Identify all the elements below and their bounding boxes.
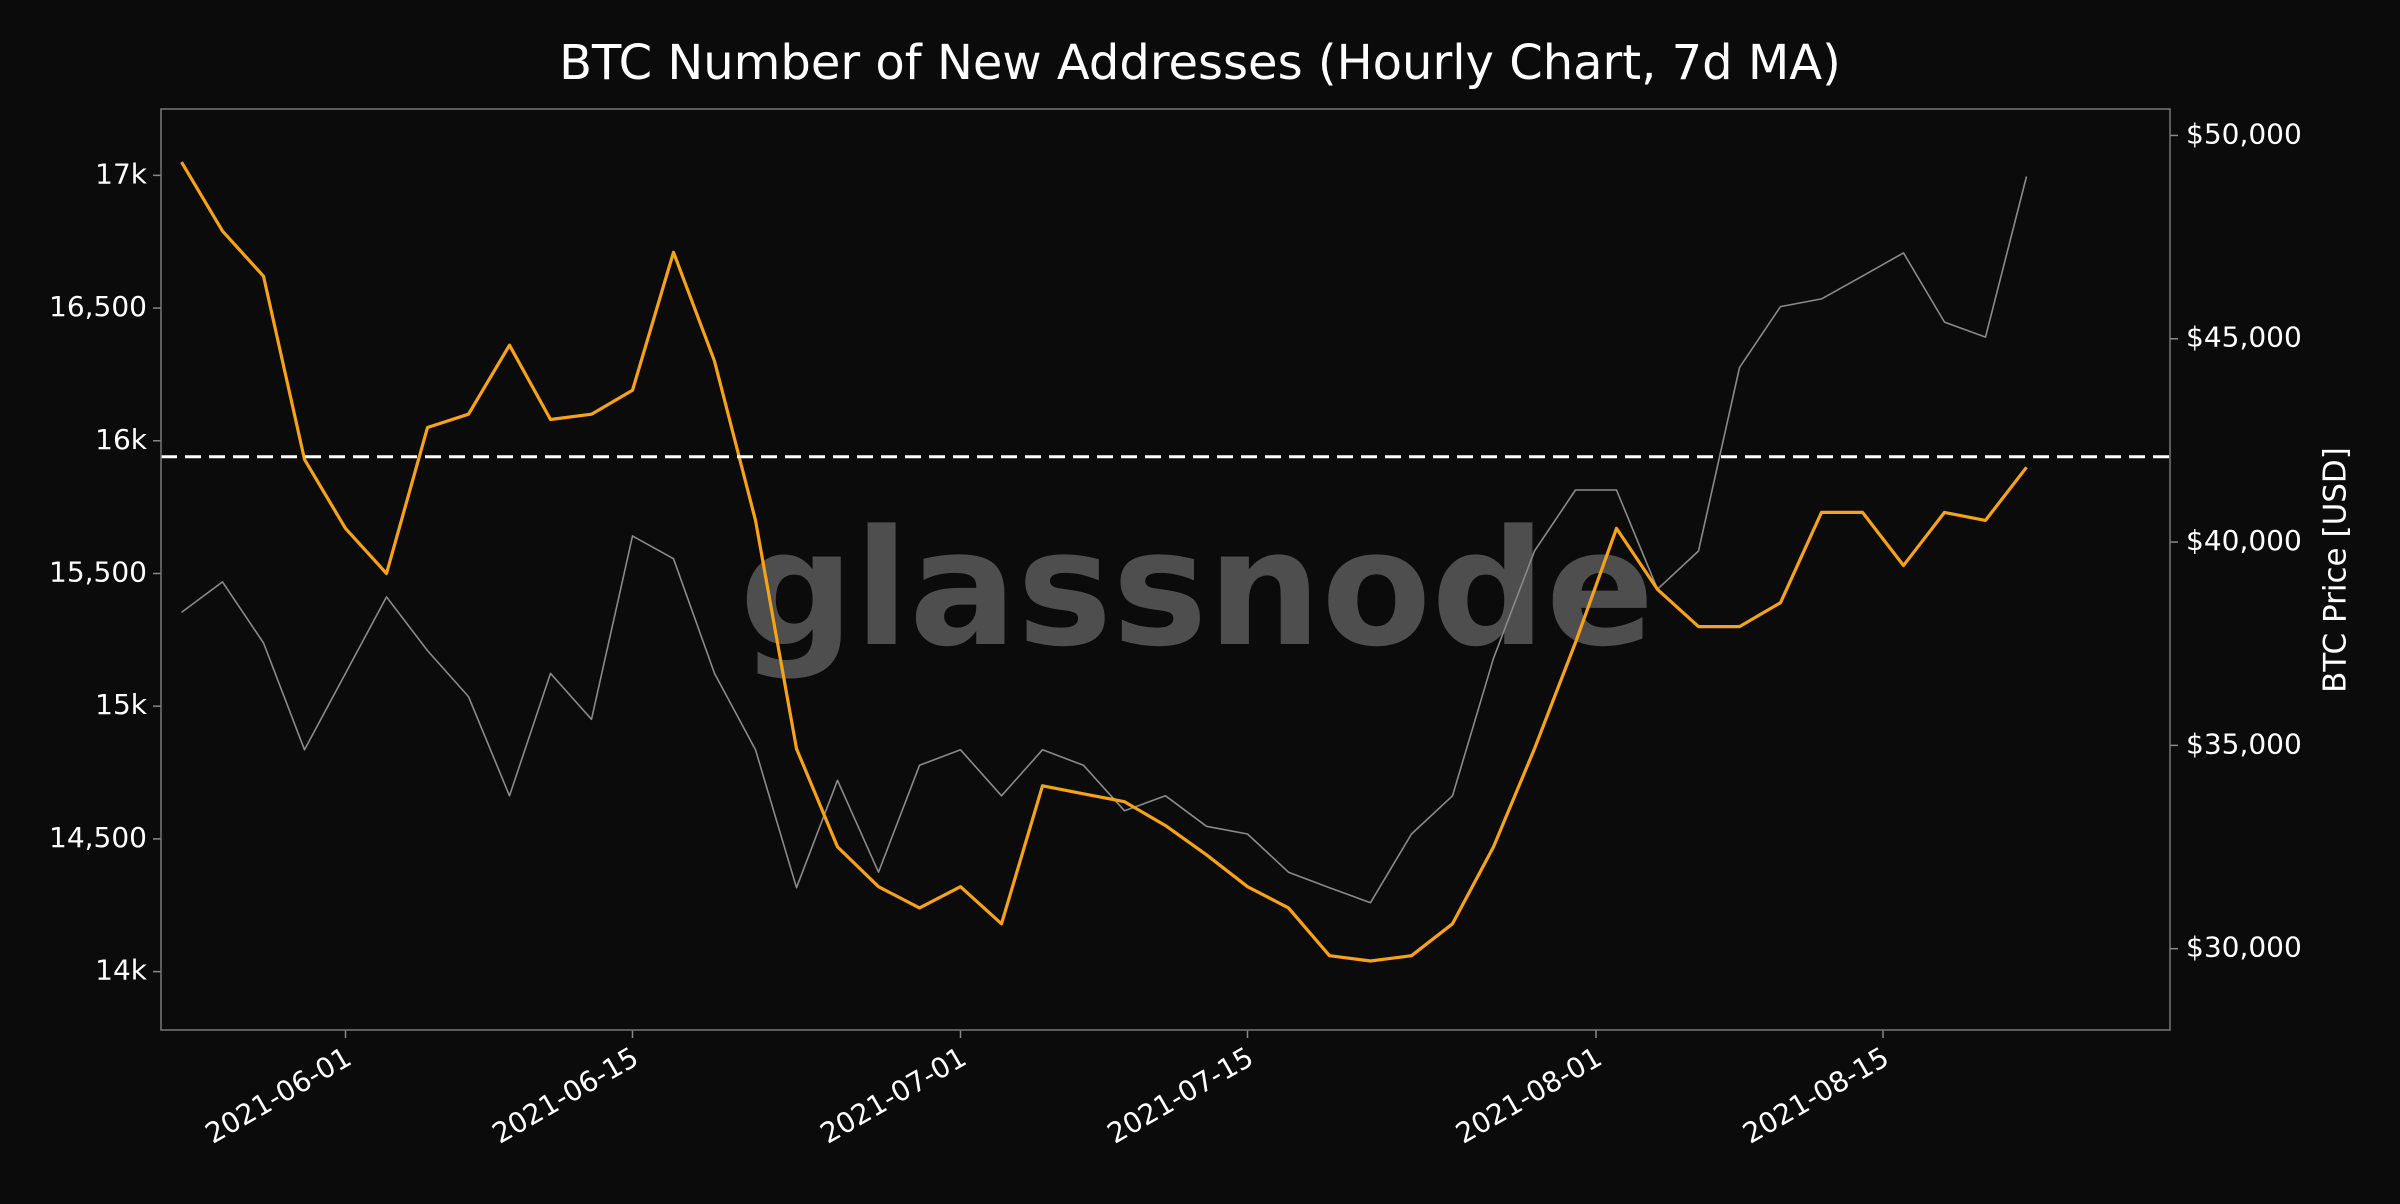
y2-tick-label: $35,000	[2186, 727, 2302, 760]
y-tick-label: 14,500	[49, 821, 147, 854]
y-tick-label: 17k	[95, 157, 148, 190]
y-tick-label: 15k	[95, 688, 148, 721]
y-tick-label: 14k	[95, 954, 148, 987]
y-tick-label: 15,500	[49, 555, 147, 588]
watermark: glassnode	[740, 495, 1655, 682]
y-tick-label: 16,500	[49, 290, 147, 323]
series-line	[181, 176, 2028, 904]
y2-axis-label: BTC Price [USD]	[2318, 447, 2354, 693]
series-line	[180, 161, 2028, 963]
chart-title: BTC Number of New Addresses (Hourly Char…	[559, 35, 1841, 91]
y2-tick-label: $30,000	[2186, 931, 2302, 964]
y-tick-label: 16k	[95, 423, 148, 456]
y2-tick-label: $50,000	[2186, 117, 2302, 150]
y2-tick-label: $45,000	[2186, 321, 2302, 354]
plot-frame	[160, 108, 2171, 1031]
y2-tick-label: $40,000	[2186, 524, 2302, 557]
